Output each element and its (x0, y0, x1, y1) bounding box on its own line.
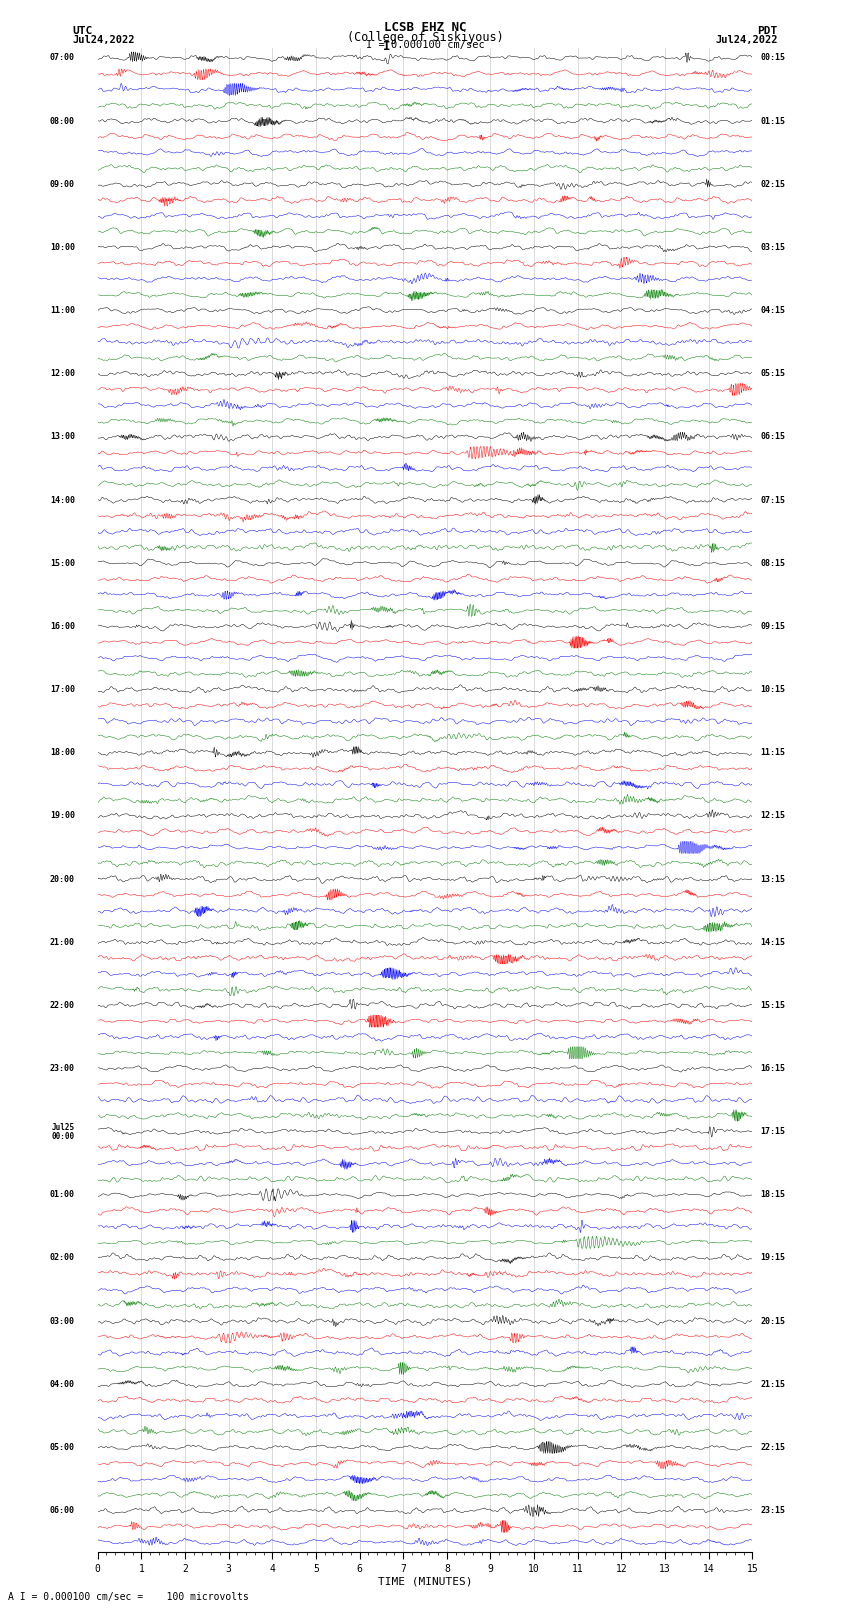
Text: 14:00: 14:00 (50, 495, 75, 505)
Text: 05:15: 05:15 (760, 369, 785, 377)
Text: 14:15: 14:15 (760, 937, 785, 947)
Text: 20:00: 20:00 (50, 874, 75, 884)
Text: 10:15: 10:15 (760, 686, 785, 694)
Text: 04:00: 04:00 (50, 1379, 75, 1389)
Text: 02:15: 02:15 (760, 179, 785, 189)
Text: 11:15: 11:15 (760, 748, 785, 756)
Text: 13:15: 13:15 (760, 874, 785, 884)
Text: 00:15: 00:15 (760, 53, 785, 63)
Text: 15:15: 15:15 (760, 1000, 785, 1010)
Text: 08:15: 08:15 (760, 558, 785, 568)
Text: 16:15: 16:15 (760, 1065, 785, 1073)
Text: 13:00: 13:00 (50, 432, 75, 442)
Text: 00:00: 00:00 (52, 1132, 75, 1140)
Text: I = 0.000100 cm/sec: I = 0.000100 cm/sec (366, 40, 484, 50)
Text: 07:00: 07:00 (50, 53, 75, 63)
Text: PDT: PDT (757, 26, 778, 35)
Text: 09:00: 09:00 (50, 179, 75, 189)
Text: 22:00: 22:00 (50, 1000, 75, 1010)
Text: 18:00: 18:00 (50, 748, 75, 756)
Text: 23:00: 23:00 (50, 1065, 75, 1073)
Text: 10:00: 10:00 (50, 244, 75, 252)
Text: 18:15: 18:15 (760, 1190, 785, 1200)
Text: 19:15: 19:15 (760, 1253, 785, 1263)
Text: 05:00: 05:00 (50, 1444, 75, 1452)
Text: 15:00: 15:00 (50, 558, 75, 568)
Text: 03:15: 03:15 (760, 244, 785, 252)
Text: 12:15: 12:15 (760, 811, 785, 821)
Text: Jul25: Jul25 (52, 1123, 75, 1132)
Text: 21:15: 21:15 (760, 1379, 785, 1389)
Text: 20:15: 20:15 (760, 1316, 785, 1326)
Text: 04:15: 04:15 (760, 306, 785, 315)
Text: 21:00: 21:00 (50, 937, 75, 947)
Text: 09:15: 09:15 (760, 623, 785, 631)
Text: 17:15: 17:15 (760, 1127, 785, 1136)
Text: Jul24,2022: Jul24,2022 (72, 35, 135, 45)
Text: 01:00: 01:00 (50, 1190, 75, 1200)
Text: I: I (383, 40, 390, 53)
Text: A I = 0.000100 cm/sec =    100 microvolts: A I = 0.000100 cm/sec = 100 microvolts (8, 1592, 249, 1602)
Text: 12:00: 12:00 (50, 369, 75, 377)
Text: (College of Siskiyous): (College of Siskiyous) (347, 31, 503, 44)
Text: 11:00: 11:00 (50, 306, 75, 315)
Text: LCSB EHZ NC: LCSB EHZ NC (383, 21, 467, 34)
Text: 08:00: 08:00 (50, 116, 75, 126)
Text: 16:00: 16:00 (50, 623, 75, 631)
Text: Jul24,2022: Jul24,2022 (715, 35, 778, 45)
Text: 06:00: 06:00 (50, 1507, 75, 1515)
Text: 03:00: 03:00 (50, 1316, 75, 1326)
Text: 17:00: 17:00 (50, 686, 75, 694)
Text: 23:15: 23:15 (760, 1507, 785, 1515)
X-axis label: TIME (MINUTES): TIME (MINUTES) (377, 1576, 473, 1586)
Text: 22:15: 22:15 (760, 1444, 785, 1452)
Text: 19:00: 19:00 (50, 811, 75, 821)
Text: 01:15: 01:15 (760, 116, 785, 126)
Text: UTC: UTC (72, 26, 93, 35)
Text: 02:00: 02:00 (50, 1253, 75, 1263)
Text: 07:15: 07:15 (760, 495, 785, 505)
Text: 06:15: 06:15 (760, 432, 785, 442)
